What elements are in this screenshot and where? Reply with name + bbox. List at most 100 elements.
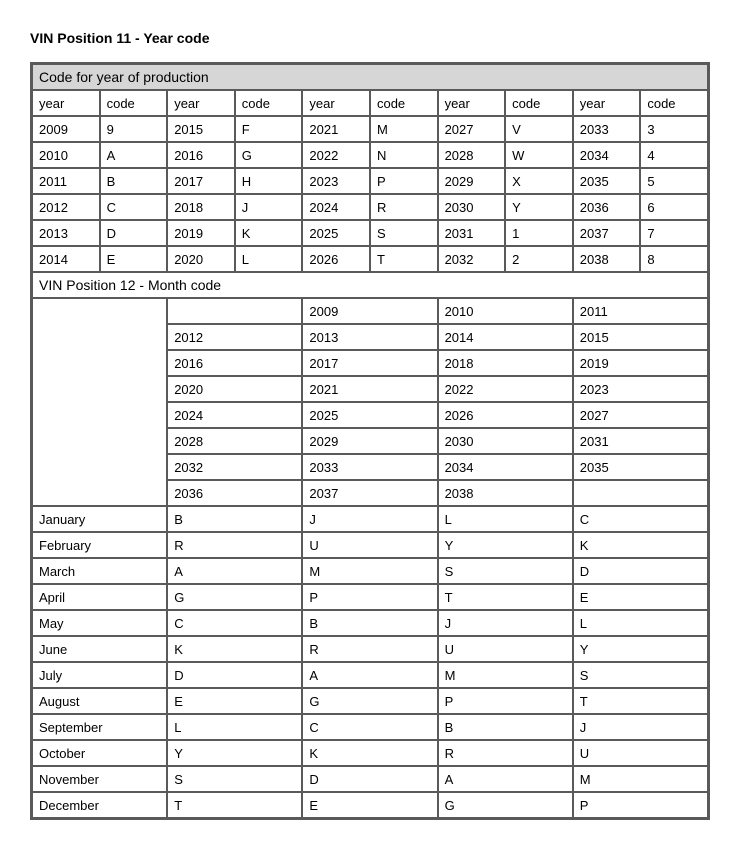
month-code-cell: U xyxy=(438,636,573,662)
month-code-cell: T xyxy=(573,688,708,714)
month-code-cell: T xyxy=(438,584,573,610)
month-code-cell: B xyxy=(167,506,302,532)
month-year-header-cell: 2011 xyxy=(573,298,708,324)
month-code-cell: G xyxy=(302,688,437,714)
code-cell: Y xyxy=(505,194,573,220)
month-name-cell: December xyxy=(32,792,167,818)
month-code-cell: L xyxy=(167,714,302,740)
month-code-cell: S xyxy=(167,766,302,792)
month-code-cell: J xyxy=(573,714,708,740)
month-name-cell: May xyxy=(32,610,167,636)
month-code-cell: G xyxy=(438,792,573,818)
month-code-cell: E xyxy=(302,792,437,818)
month-year-header-cell: 2010 xyxy=(438,298,573,324)
month-code-row: NovemberSDAM xyxy=(32,766,708,792)
year-code-row: 2014E2020L2026T2032220388 xyxy=(32,246,708,272)
month-year-header-cell: 2038 xyxy=(438,480,573,506)
month-code-cell: E xyxy=(573,584,708,610)
month-code-cell: M xyxy=(302,558,437,584)
month-code-cell: G xyxy=(167,584,302,610)
code-cell: R xyxy=(370,194,438,220)
month-name-cell: October xyxy=(32,740,167,766)
month-code-cell: U xyxy=(302,532,437,558)
year-cell: 2026 xyxy=(302,246,370,272)
code-cell: M xyxy=(370,116,438,142)
month-code-cell: L xyxy=(438,506,573,532)
month-code-cell: J xyxy=(302,506,437,532)
year-cell: 2027 xyxy=(438,116,506,142)
month-year-header-cell: 2029 xyxy=(302,428,437,454)
month-name-cell: February xyxy=(32,532,167,558)
month-name-cell: July xyxy=(32,662,167,688)
month-year-header-cell: 2015 xyxy=(573,324,708,350)
year-cell: 2013 xyxy=(32,220,100,246)
month-code-cell: A xyxy=(438,766,573,792)
year-code-row: 2010A2016G2022N2028W20344 xyxy=(32,142,708,168)
code-cell: 4 xyxy=(640,142,708,168)
month-code-cell: K xyxy=(167,636,302,662)
code-cell: G xyxy=(235,142,303,168)
code-cell: 2 xyxy=(505,246,573,272)
month-code-cell: A xyxy=(167,558,302,584)
month-code-cell: D xyxy=(573,558,708,584)
month-year-header-cell: 2017 xyxy=(302,350,437,376)
year-table-title: Code for year of production xyxy=(32,64,708,90)
month-code-row: OctoberYKRU xyxy=(32,740,708,766)
year-cell: 2034 xyxy=(573,142,641,168)
year-cell: 2011 xyxy=(32,168,100,194)
year-cell: 2037 xyxy=(573,220,641,246)
month-year-header-cell: 2027 xyxy=(573,402,708,428)
year-cell: 2023 xyxy=(302,168,370,194)
month-code-cell: Y xyxy=(167,740,302,766)
year-cell: 2012 xyxy=(32,194,100,220)
year-col-header: year xyxy=(167,90,235,116)
code-cell: 3 xyxy=(640,116,708,142)
month-year-header-cell: 2031 xyxy=(573,428,708,454)
year-cell: 2025 xyxy=(302,220,370,246)
code-cell: X xyxy=(505,168,573,194)
month-year-header-cell: 2024 xyxy=(167,402,302,428)
year-cell: 2019 xyxy=(167,220,235,246)
month-code-cell: Y xyxy=(573,636,708,662)
year-code-row: 2013D2019K2025S2031120377 xyxy=(32,220,708,246)
month-code-cell: B xyxy=(438,714,573,740)
month-code-cell: P xyxy=(573,792,708,818)
month-year-header-cell: 2020 xyxy=(167,376,302,402)
page-container: VIN Position 11 - Year code Code for yea… xyxy=(30,30,710,820)
month-code-cell: S xyxy=(573,662,708,688)
year-cell: 2038 xyxy=(573,246,641,272)
code-col-header: code xyxy=(370,90,438,116)
year-col-header: year xyxy=(302,90,370,116)
month-code-cell: R xyxy=(302,636,437,662)
section1-heading: VIN Position 11 - Year code xyxy=(30,30,710,46)
month-code-cell: T xyxy=(167,792,302,818)
month-code-cell: C xyxy=(167,610,302,636)
year-cell: 2030 xyxy=(438,194,506,220)
year-cell: 2033 xyxy=(573,116,641,142)
month-code-cell: S xyxy=(438,558,573,584)
month-year-header-cell: 2023 xyxy=(573,376,708,402)
month-year-header-cell: 2036 xyxy=(167,480,302,506)
code-cell: E xyxy=(100,246,168,272)
month-name-cell: November xyxy=(32,766,167,792)
month-code-cell: Y xyxy=(438,532,573,558)
code-col-header: code xyxy=(235,90,303,116)
month-code-row: SeptemberLCBJ xyxy=(32,714,708,740)
month-code-row: DecemberTEGP xyxy=(32,792,708,818)
month-code-cell: M xyxy=(573,766,708,792)
month-name-cell: September xyxy=(32,714,167,740)
month-code-cell: D xyxy=(302,766,437,792)
year-cell: 2032 xyxy=(438,246,506,272)
month-name-cell: August xyxy=(32,688,167,714)
year-cell: 2010 xyxy=(32,142,100,168)
month-code-cell: M xyxy=(438,662,573,688)
code-cell: W xyxy=(505,142,573,168)
month-year-header-cell: 2033 xyxy=(302,454,437,480)
month-code-row: AprilGPTE xyxy=(32,584,708,610)
month-code-cell: E xyxy=(167,688,302,714)
month-code-row: MayCBJL xyxy=(32,610,708,636)
month-year-header-cell: 2026 xyxy=(438,402,573,428)
year-code-row: 200992015F2021M2027V20333 xyxy=(32,116,708,142)
month-year-header-cell: 2030 xyxy=(438,428,573,454)
code-cell: 9 xyxy=(100,116,168,142)
